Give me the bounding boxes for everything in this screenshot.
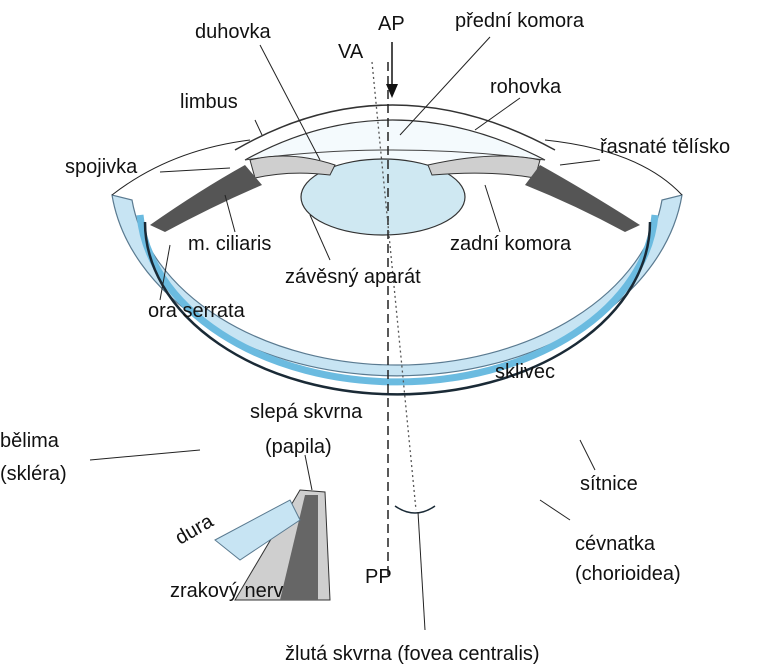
eye-diagram: duhovka VA AP přední komora rohovka limb… [0, 0, 779, 671]
label: AP [378, 13, 405, 35]
label: (chorioidea) [575, 563, 681, 585]
label: spojivka [65, 156, 138, 178]
label: PP [365, 566, 392, 588]
ciliary-right [525, 165, 640, 232]
label: závěsný aparát [285, 266, 421, 288]
label: m. ciliaris [188, 233, 271, 255]
label: duhovka [195, 21, 271, 43]
label: slepá skvrna [250, 401, 363, 423]
label: cévnatka [575, 533, 656, 555]
label: sítnice [580, 473, 638, 495]
label: dura [172, 510, 218, 550]
fovea [395, 506, 435, 513]
label: ora serrata [148, 300, 246, 322]
label: limbus [180, 91, 238, 113]
label: zadní komora [450, 233, 572, 255]
label: žlutá skvrna (fovea centralis) [285, 643, 540, 665]
label: (papila) [265, 436, 332, 458]
cornea-inner [245, 120, 545, 160]
label: přední komora [455, 10, 585, 32]
label: řasnaté tělísko [600, 136, 730, 158]
label: sklivec [495, 361, 555, 383]
ciliary-left [150, 165, 262, 232]
label: (skléra) [0, 463, 67, 485]
label: zrakový nerv [170, 580, 283, 602]
label: VA [338, 41, 364, 63]
label: rohovka [490, 76, 562, 98]
label: bělima [0, 430, 60, 452]
